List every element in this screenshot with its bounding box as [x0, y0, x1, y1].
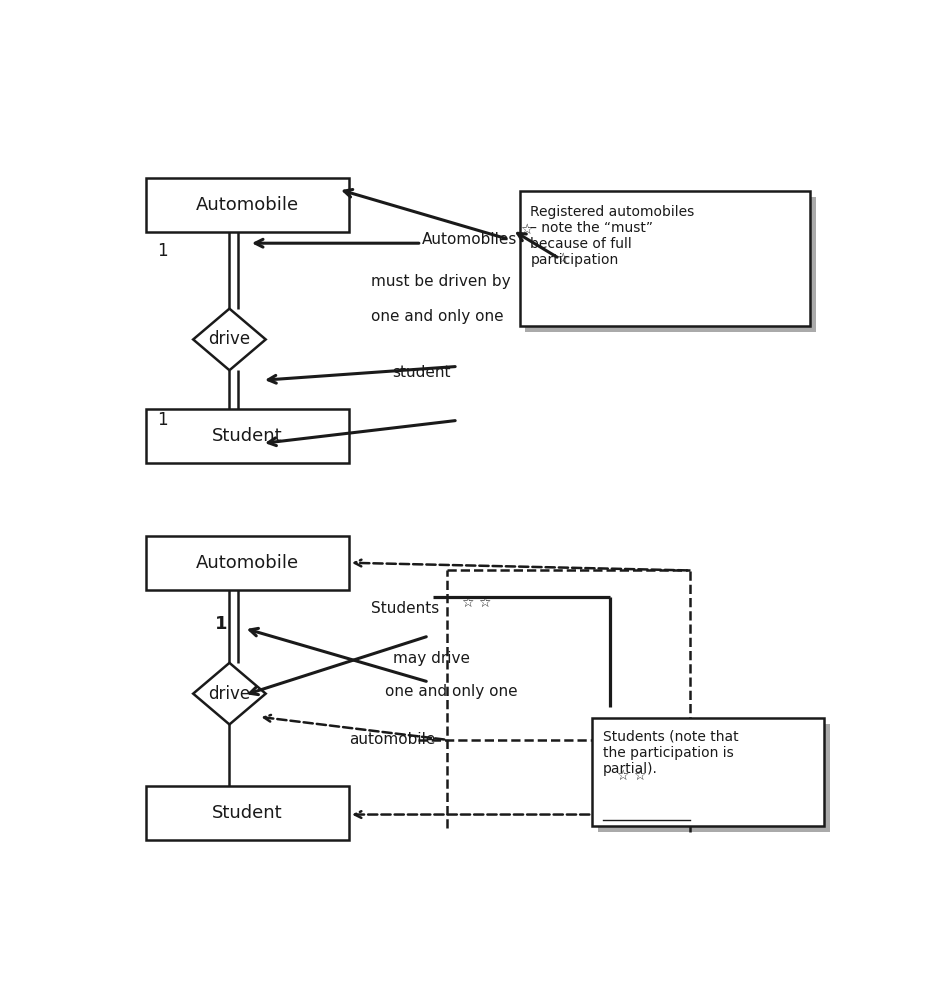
Text: automobile: automobile — [349, 732, 435, 747]
Text: 1: 1 — [157, 411, 168, 429]
Bar — [146, 178, 349, 232]
Text: Student: Student — [212, 427, 283, 445]
Polygon shape — [193, 309, 266, 370]
Bar — [146, 409, 349, 463]
Text: Students: Students — [371, 601, 439, 616]
Text: drive: drive — [209, 330, 251, 348]
Text: student: student — [393, 365, 451, 380]
Polygon shape — [193, 663, 266, 724]
Bar — [598, 724, 830, 832]
Text: ☆: ☆ — [633, 769, 645, 783]
Text: ☆: ☆ — [478, 596, 490, 610]
Bar — [146, 786, 349, 840]
Bar — [592, 718, 825, 826]
Text: 1: 1 — [157, 242, 168, 260]
Bar — [525, 197, 815, 332]
Text: Students (note that
the participation is
partial).: Students (note that the participation is… — [603, 730, 739, 776]
Text: Automobiles: Automobiles — [422, 232, 517, 247]
Text: Automobile: Automobile — [196, 554, 300, 572]
Text: ☆: ☆ — [519, 223, 532, 237]
Text: drive: drive — [209, 685, 251, 703]
Text: may drive: may drive — [393, 652, 470, 666]
Text: one and only one: one and only one — [386, 684, 518, 699]
Text: ☆: ☆ — [556, 252, 568, 266]
Text: must be driven by: must be driven by — [371, 274, 510, 289]
Text: one and only one: one and only one — [371, 309, 504, 324]
Text: ☆: ☆ — [616, 769, 629, 783]
Text: Student: Student — [212, 804, 283, 822]
Bar — [519, 191, 810, 326]
Text: ☆: ☆ — [461, 596, 474, 610]
Text: Registered automobiles
– note the “must”
because of full
participation: Registered automobiles – note the “must”… — [531, 205, 695, 267]
Text: 1: 1 — [215, 615, 227, 633]
Text: Automobile: Automobile — [196, 196, 300, 214]
Bar — [146, 536, 349, 590]
